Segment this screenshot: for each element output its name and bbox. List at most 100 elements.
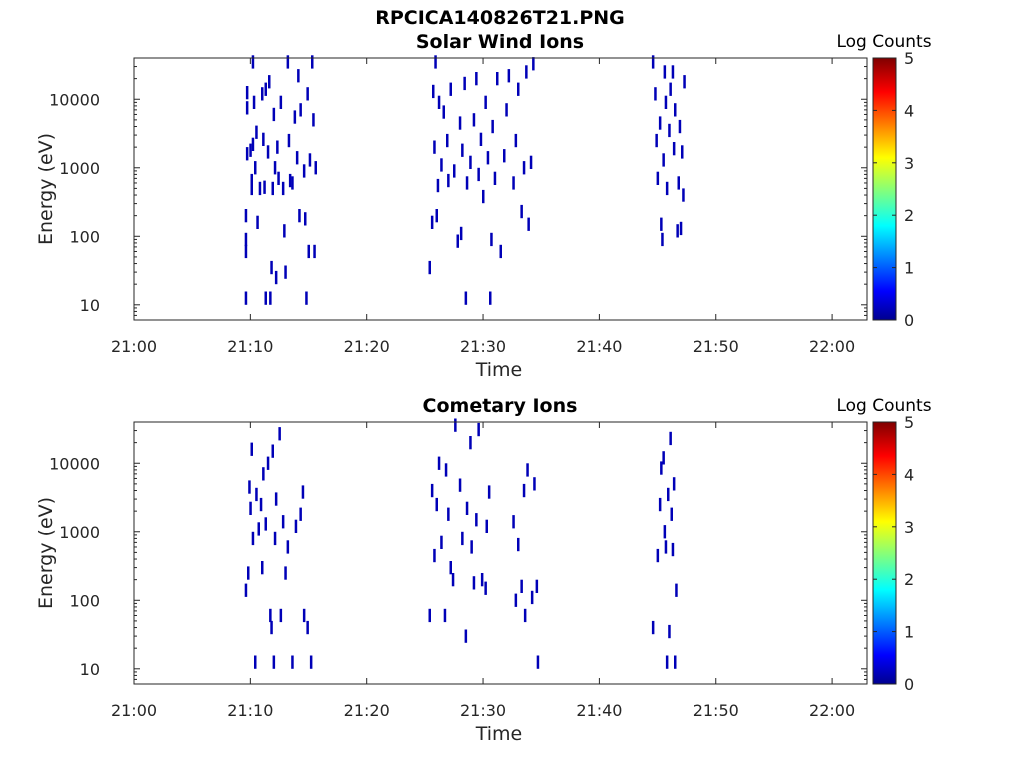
x-tick-label: 21:20: [344, 701, 390, 720]
data-cell: [262, 132, 265, 146]
data-cell: [281, 515, 285, 529]
data-cell: [451, 573, 455, 587]
colorbar-tick-label: 3: [904, 518, 914, 537]
y-axis-label: Energy (eV): [35, 133, 57, 245]
data-cell: [262, 467, 265, 481]
data-cell: [430, 483, 434, 498]
data-cell: [512, 176, 515, 190]
data-cell: [255, 125, 258, 139]
data-cell: [669, 431, 672, 446]
colorbar-tick-label: 5: [904, 49, 914, 68]
data-marks: [244, 418, 678, 669]
data-cell: [250, 173, 253, 188]
data-cell: [432, 84, 435, 99]
colorbar-tick-label: 2: [904, 206, 914, 225]
data-cell: [276, 140, 279, 154]
data-cell: [526, 463, 529, 477]
data-cell: [274, 492, 278, 506]
data-cell: [428, 608, 431, 623]
x-tick-label: 21:40: [576, 701, 622, 720]
data-cell: [284, 265, 287, 279]
x-tick-label: 21:10: [227, 701, 273, 720]
data-cell: [270, 620, 273, 635]
data-cell: [270, 260, 273, 275]
data-cell: [465, 501, 469, 515]
data-cell: [244, 209, 248, 223]
data-cell: [311, 55, 314, 69]
data-cell: [254, 161, 257, 175]
data-cell: [658, 497, 662, 512]
data-cell: [496, 72, 499, 86]
data-cell: [662, 451, 665, 465]
data-cell: [520, 204, 523, 219]
colorbar: [872, 421, 897, 685]
data-cell: [298, 209, 301, 223]
data-cell: [456, 234, 459, 248]
data-cell: [259, 497, 263, 512]
data-cell: [255, 487, 258, 502]
axes-frame: [133, 57, 868, 321]
data-cell: [536, 655, 540, 669]
data-cell: [654, 87, 657, 101]
data-cell: [493, 171, 497, 185]
data-cell: [517, 82, 520, 96]
data-cell: [313, 244, 316, 259]
data-cell: [251, 531, 255, 546]
x-tick-label: 21:30: [460, 337, 506, 356]
data-cell: [489, 291, 492, 305]
x-tick-label: 21:00: [111, 701, 157, 720]
data-cell: [312, 113, 315, 127]
data-cell: [279, 95, 283, 109]
data-cell: [449, 82, 452, 96]
data-cell: [443, 608, 447, 623]
data-cell: [461, 143, 464, 157]
y-tick-label: 100: [69, 227, 100, 246]
data-cell: [505, 103, 508, 117]
data-cell: [294, 519, 298, 533]
data-cell: [660, 461, 663, 475]
data-cell: [249, 501, 252, 515]
data-cell: [428, 260, 431, 275]
data-cell: [520, 579, 523, 593]
data-cell: [299, 507, 302, 521]
plot-area: [134, 58, 867, 320]
data-cell: [514, 593, 518, 607]
x-axis-label: Time: [475, 359, 523, 381]
data-cell: [245, 86, 249, 100]
data-cell: [671, 65, 675, 79]
y-tick-label: 1000: [59, 159, 100, 178]
data-cell: [257, 522, 260, 536]
data-cell: [676, 224, 679, 238]
data-cell: [437, 456, 441, 470]
data-cell: [475, 513, 478, 527]
data-cell: [517, 537, 520, 552]
data-cell: [245, 101, 249, 115]
data-cell: [264, 291, 267, 305]
y-tick-label: 10: [80, 296, 100, 315]
data-marks: [244, 55, 686, 305]
y-tick-label: 10: [80, 660, 100, 679]
data-cell: [272, 107, 276, 122]
data-cell: [252, 95, 256, 109]
data-cell: [274, 270, 278, 285]
panel-solar-wind-ions: Solar Wind Ions Log Counts 1010010001000…: [35, 31, 932, 381]
data-cell: [454, 418, 457, 432]
data-cell: [453, 164, 456, 178]
x-axis-label: Time: [475, 723, 523, 745]
data-cell: [435, 209, 438, 223]
data-cell: [679, 221, 683, 236]
data-cell: [678, 119, 682, 134]
data-cell: [477, 422, 480, 437]
data-cell: [273, 531, 277, 546]
data-cell: [286, 55, 290, 69]
data-cell: [293, 110, 297, 124]
data-cell: [261, 561, 264, 575]
colorbar-tick-label: 4: [904, 465, 914, 484]
data-cell: [447, 173, 450, 188]
y-tick-label: 100: [69, 591, 100, 610]
data-cell: [651, 620, 655, 635]
x-tick-label: 21:20: [344, 337, 390, 356]
data-cell: [436, 178, 440, 193]
x-tick-label: 21:30: [460, 701, 506, 720]
data-cell: [469, 155, 472, 169]
